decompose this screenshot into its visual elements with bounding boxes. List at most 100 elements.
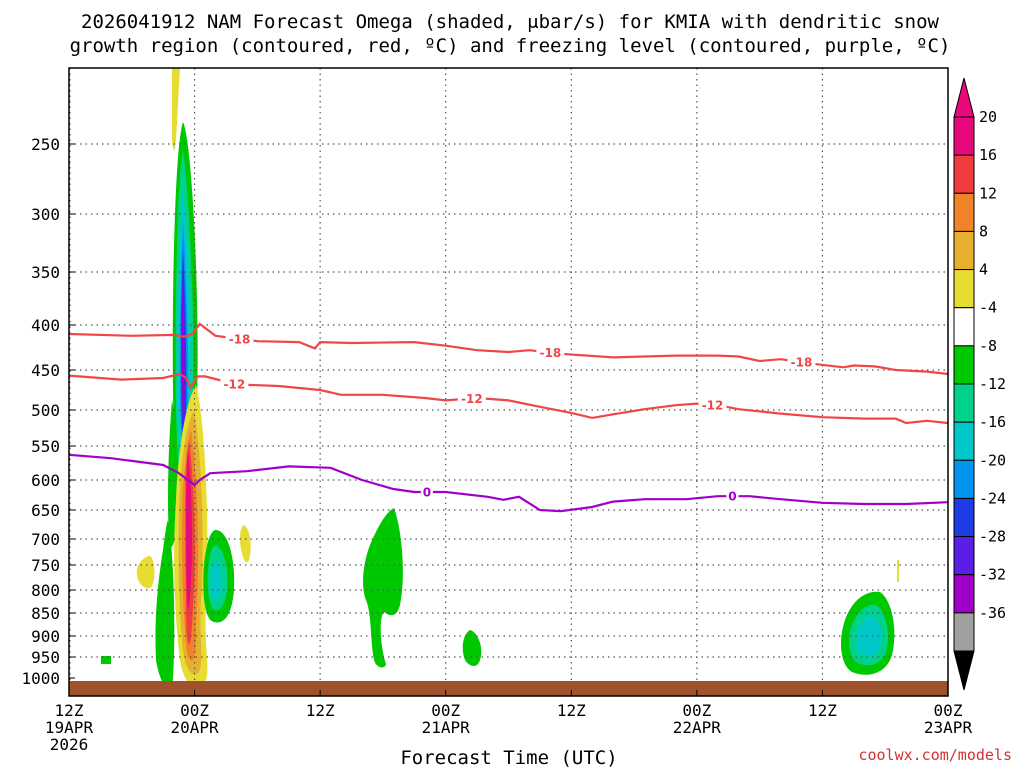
omega-region-green-tiny-1 (101, 656, 111, 664)
colorbar-over-triangle (953, 77, 975, 118)
colorbar-under-triangle (953, 650, 975, 691)
temperature-contours: -18 -18 -18 -12 -12 -12 0 0 (69, 322, 948, 513)
omega-region-green-column-mid (363, 508, 403, 668)
y-tick-label-350: 350 (31, 263, 60, 282)
omega-region-yellow-top (172, 68, 180, 150)
omega-region-lower-green-top (168, 400, 178, 547)
x-tick-label-h84-l2: 23APR (924, 718, 973, 737)
y-tick-label-300: 300 (31, 205, 60, 224)
contour-label-bg (698, 397, 727, 412)
colorbar-label-4: 4 (979, 261, 988, 279)
contour-label-bg (225, 331, 254, 346)
omega-region-right-cyan (856, 614, 882, 657)
x-tick-label-h36-l1: 00Z (431, 701, 460, 720)
contour-label-m18: -18 (791, 356, 813, 370)
x-tick-label-h60-l1: 00Z (682, 701, 711, 720)
contour-label-m18: -18 (540, 346, 562, 360)
y-tick-label-900: 900 (31, 627, 60, 646)
y-tick-label-500: 500 (31, 401, 60, 420)
colorbar-bin-m12 (953, 383, 975, 423)
y-tick-label-750: 750 (31, 556, 60, 575)
ground-terrain (69, 681, 948, 696)
omega-region-yellow-blob-2 (240, 525, 251, 563)
omega-shading (101, 68, 899, 693)
contour-label-bg (726, 489, 739, 504)
colorbar-bin-m28 (953, 536, 975, 576)
colorbar-bin-m16 (953, 421, 975, 461)
colorbar-bin-m36 (953, 612, 975, 652)
y-tick-label-550: 550 (31, 437, 60, 456)
x-tick-label-h12-l1: 00Z (180, 701, 209, 720)
y-tick-label-650: 650 (31, 501, 60, 520)
x-tick-label-h48-l1: 12Z (557, 701, 586, 720)
contour-label-m12: -12 (461, 392, 483, 406)
y-tick-label-600: 600 (31, 471, 60, 490)
grid-lines (69, 68, 948, 696)
colorbar-bin-m20 (953, 459, 975, 499)
colorbar-label-m12: -12 (979, 375, 1006, 393)
colorbar-bin-m4 (953, 307, 975, 347)
contour-label-freezing: 0 (728, 490, 736, 504)
plot-frame (68, 67, 949, 697)
colorbar-label-m24: -24 (979, 489, 1006, 507)
colorbar-label-16: 16 (979, 146, 997, 164)
contour-label-m18: -18 (229, 332, 251, 346)
colorbar-bin-m24 (953, 497, 975, 538)
omega-region-yellow-blob-1 (136, 556, 155, 589)
y-tick-label-850: 850 (31, 604, 60, 623)
colorbar-label-12: 12 (979, 184, 997, 202)
x-tick-label-h72-l1: 12Z (808, 701, 837, 720)
contour-line-freezing (69, 453, 948, 513)
chart-title-line1: 2026041912 NAM Forecast Omega (shaded, μ… (81, 11, 939, 33)
x-tick-label-h0-l1: 12Z (55, 701, 84, 720)
x-tick-label-h60-l2: 22APR (673, 718, 722, 737)
plot-area: -18 -18 -18 -12 -12 -12 0 0 (69, 68, 948, 696)
colorbar-label-20: 20 (979, 108, 997, 126)
colorbar-bin-m8 (953, 345, 975, 385)
x-tick-label-h84-l1: 00Z (934, 701, 963, 720)
contour-label-bg (220, 376, 249, 391)
contour-label-bg (536, 345, 565, 360)
contour-label-m12: -12 (702, 398, 724, 412)
colorbar-label-m16: -16 (979, 413, 1006, 431)
omega-region-lower-green-column (155, 520, 175, 693)
colorbar-bin-8 (953, 230, 975, 271)
chart-title-line2: growth region (contoured, red, ºC) and f… (70, 35, 951, 57)
y-axis-ticks: 250 300 350 400 450 500 550 600 650 700 750 800 850 9… (21, 135, 75, 688)
x-tick-label-h12-l2: 20APR (170, 718, 219, 737)
colorbar-label-m8: -8 (979, 337, 997, 355)
colorbar-bin-4 (953, 269, 975, 309)
y-tick-label-450: 450 (31, 361, 60, 380)
contour-label-m12: -12 (223, 377, 245, 391)
y-tick-label-400: 400 (31, 316, 60, 335)
x-axis-label: Forecast Time (UTC) (400, 747, 617, 768)
contour-line-m12 (69, 372, 948, 425)
colorbar-label-m32: -32 (979, 566, 1006, 584)
omega-region-yellow-blob-3 (897, 560, 899, 582)
colorbar-label-m4: -4 (979, 299, 997, 317)
y-tick-label-1000: 1000 (21, 669, 60, 688)
colorbar-bin-16 (953, 154, 975, 194)
x-tick-label-h0-l3: 2026 (50, 735, 89, 754)
y-tick-label-800: 800 (31, 581, 60, 600)
contour-label-freezing: 0 (423, 486, 431, 500)
x-tick-label-h24-l1: 12Z (306, 701, 335, 720)
y-tick-label-950: 950 (31, 648, 60, 667)
contour-label-bg (420, 485, 433, 499)
y-tick-label-250: 250 (31, 135, 60, 154)
x-tick-label-h36-l2: 21APR (422, 718, 471, 737)
colorbar-bin-20 (953, 116, 975, 156)
colorbar-label-8: 8 (979, 222, 988, 240)
omega-region-cyan-blob-cyan (211, 560, 222, 600)
contour-label-bg (787, 355, 816, 370)
colorbar-label-m36: -36 (979, 604, 1006, 622)
colorbar-label-m28: -28 (979, 528, 1006, 546)
x-tick-label-h0-l2: 19APR (45, 718, 94, 737)
colorbar-bin-12 (953, 192, 975, 232)
contour-label-bg (457, 391, 486, 406)
colorbar-bin-m32 (953, 574, 975, 614)
colorbar: 20 16 12 8 4 -4 -8 -12 -16 -20 -24 -28 -32 -36 (953, 77, 1006, 691)
y-tick-label-700: 700 (31, 530, 60, 549)
